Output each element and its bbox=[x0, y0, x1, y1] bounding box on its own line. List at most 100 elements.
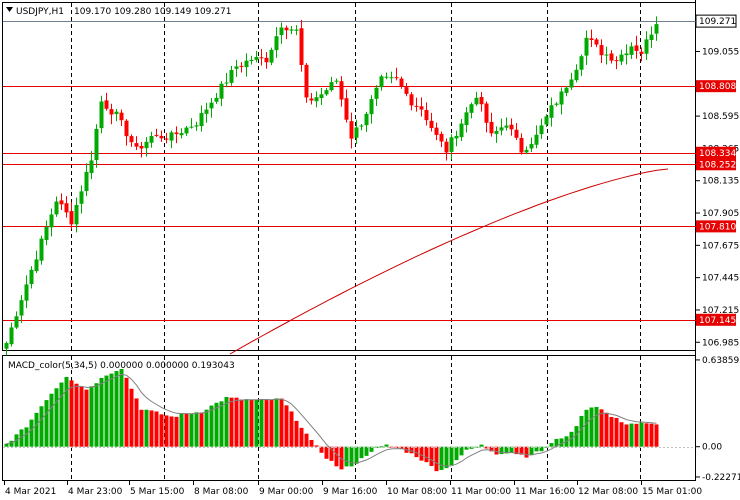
candle[interactable] bbox=[129, 134, 134, 147]
candle[interactable] bbox=[14, 311, 19, 330]
candle[interactable] bbox=[519, 133, 524, 155]
candle[interactable] bbox=[59, 193, 64, 210]
candle[interactable] bbox=[179, 128, 184, 139]
candle[interactable] bbox=[554, 102, 559, 107]
candle[interactable] bbox=[429, 112, 434, 132]
candle[interactable] bbox=[604, 46, 609, 65]
candle[interactable] bbox=[234, 59, 239, 77]
candle[interactable] bbox=[614, 56, 619, 70]
candle[interactable] bbox=[209, 97, 214, 118]
candle[interactable] bbox=[419, 97, 424, 117]
candle[interactable] bbox=[439, 131, 444, 148]
candle[interactable] bbox=[189, 118, 194, 129]
candle[interactable] bbox=[219, 81, 224, 107]
candle[interactable] bbox=[379, 74, 384, 91]
candle[interactable] bbox=[444, 138, 449, 161]
candle[interactable] bbox=[339, 76, 344, 107]
candle[interactable] bbox=[304, 63, 309, 103]
candle[interactable] bbox=[204, 102, 209, 123]
candle[interactable] bbox=[259, 48, 264, 66]
candle[interactable] bbox=[609, 50, 614, 64]
candle[interactable] bbox=[29, 266, 34, 289]
candle[interactable] bbox=[454, 130, 459, 147]
candle[interactable] bbox=[239, 62, 244, 73]
candle[interactable] bbox=[479, 91, 484, 112]
candle[interactable] bbox=[134, 136, 139, 151]
candle[interactable] bbox=[249, 55, 254, 65]
candle[interactable] bbox=[494, 126, 499, 143]
candle[interactable] bbox=[54, 196, 59, 217]
candle[interactable] bbox=[629, 42, 634, 59]
candle[interactable] bbox=[309, 92, 314, 105]
candle[interactable] bbox=[464, 107, 469, 133]
candle[interactable] bbox=[469, 102, 474, 119]
candle[interactable] bbox=[414, 97, 419, 112]
candle[interactable] bbox=[289, 26, 294, 35]
candle[interactable] bbox=[109, 103, 114, 125]
candle[interactable] bbox=[624, 44, 629, 65]
candle[interactable] bbox=[174, 126, 179, 144]
candle[interactable] bbox=[399, 76, 404, 89]
candle[interactable] bbox=[639, 47, 644, 62]
price-axis[interactable]: 109.055108.595108.365108.135107.905107.6… bbox=[695, 14, 739, 348]
candle[interactable] bbox=[499, 118, 504, 136]
candle[interactable] bbox=[319, 88, 324, 105]
candle[interactable] bbox=[224, 72, 229, 88]
chart-menu-triangle-icon[interactable] bbox=[6, 7, 13, 12]
candle[interactable] bbox=[484, 101, 489, 133]
candle[interactable] bbox=[594, 37, 599, 48]
candle[interactable] bbox=[349, 112, 354, 149]
candle[interactable] bbox=[534, 125, 539, 149]
candle[interactable] bbox=[4, 341, 9, 356]
candle[interactable] bbox=[389, 71, 394, 84]
candle[interactable] bbox=[599, 39, 604, 63]
candle[interactable] bbox=[654, 16, 659, 41]
candle[interactable] bbox=[374, 85, 379, 106]
candle[interactable] bbox=[79, 185, 84, 214]
candle[interactable] bbox=[424, 102, 429, 126]
candle[interactable] bbox=[184, 125, 189, 136]
candle[interactable] bbox=[284, 25, 289, 40]
candle[interactable] bbox=[549, 97, 554, 127]
candle[interactable] bbox=[489, 112, 494, 137]
candle[interactable] bbox=[409, 92, 414, 111]
candle[interactable] bbox=[329, 76, 334, 92]
candle[interactable] bbox=[154, 128, 159, 138]
candle[interactable] bbox=[574, 64, 579, 83]
candle[interactable] bbox=[269, 47, 274, 66]
candle[interactable] bbox=[619, 49, 624, 66]
candle[interactable] bbox=[559, 87, 564, 115]
candle[interactable] bbox=[564, 86, 569, 97]
candle[interactable] bbox=[194, 121, 199, 131]
candle[interactable] bbox=[69, 202, 74, 230]
candle[interactable] bbox=[364, 111, 369, 132]
candle[interactable] bbox=[434, 122, 439, 141]
candle[interactable] bbox=[509, 118, 514, 136]
candle[interactable] bbox=[344, 89, 349, 123]
candle[interactable] bbox=[529, 137, 534, 152]
candle[interactable] bbox=[19, 294, 24, 324]
candle[interactable] bbox=[139, 142, 144, 158]
candle[interactable] bbox=[159, 130, 164, 142]
candle[interactable] bbox=[24, 275, 29, 309]
candle[interactable] bbox=[124, 119, 129, 146]
candle[interactable] bbox=[84, 163, 89, 197]
candle[interactable] bbox=[229, 65, 234, 86]
candle[interactable] bbox=[299, 19, 304, 72]
candle[interactable] bbox=[449, 134, 454, 160]
candle[interactable] bbox=[314, 91, 319, 108]
candle[interactable] bbox=[359, 123, 364, 131]
candle[interactable] bbox=[89, 150, 94, 180]
candle[interactable] bbox=[199, 105, 204, 132]
candle[interactable] bbox=[214, 92, 219, 104]
candle[interactable] bbox=[169, 130, 174, 149]
candle[interactable] bbox=[384, 72, 389, 80]
candle[interactable] bbox=[334, 78, 339, 84]
candle[interactable] bbox=[514, 123, 519, 140]
candle[interactable] bbox=[244, 53, 249, 77]
candle[interactable] bbox=[584, 30, 589, 66]
candle[interactable] bbox=[49, 208, 54, 237]
candlesticks[interactable] bbox=[4, 16, 659, 356]
candle[interactable] bbox=[589, 29, 594, 48]
